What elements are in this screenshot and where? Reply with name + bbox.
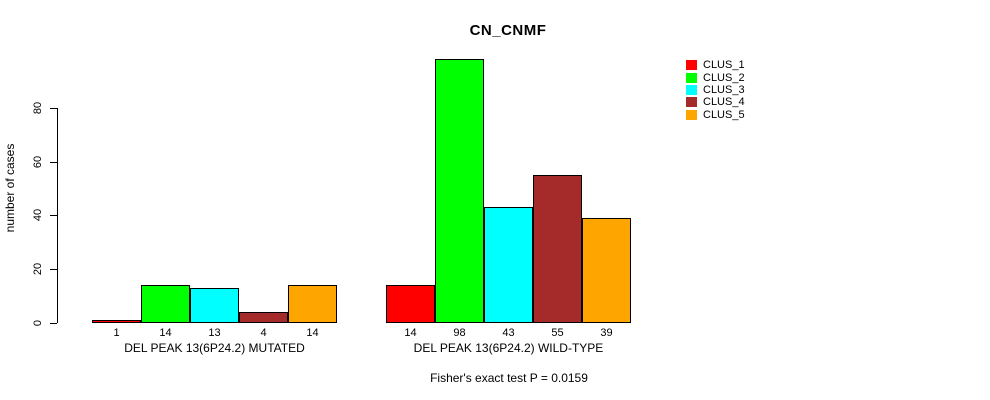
y-tick-label: 20 bbox=[32, 263, 44, 276]
bar-clus_3-group1 bbox=[190, 288, 239, 323]
y-tick-label: 40 bbox=[32, 209, 44, 222]
y-tick bbox=[50, 161, 57, 163]
fisher-test-caption: Fisher's exact test P = 0.0159 bbox=[430, 371, 588, 385]
legend-item-clus_4: CLUS_4 bbox=[686, 96, 745, 108]
y-tick bbox=[50, 269, 57, 271]
bar-clus_1-group2 bbox=[386, 285, 435, 323]
legend-label: CLUS_4 bbox=[703, 96, 745, 109]
legend-label: CLUS_5 bbox=[703, 108, 745, 121]
legend-item-clus_1: CLUS_1 bbox=[686, 59, 745, 71]
y-axis-label: number of cases bbox=[3, 143, 17, 233]
legend: CLUS_1 CLUS_2 CLUS_3 CLUS_4 CLUS_5 bbox=[686, 59, 745, 121]
bar-value-label: 43 bbox=[502, 327, 515, 339]
legend-swatch-icon bbox=[686, 97, 697, 108]
legend-item-clus_2: CLUS_2 bbox=[686, 71, 745, 84]
bar-value-label: 1 bbox=[113, 327, 120, 339]
bar-clus_4-group1 bbox=[239, 312, 288, 323]
legend-swatch-icon bbox=[686, 72, 697, 83]
group-label: DEL PEAK 13(6P24.2) WILD-TYPE bbox=[413, 341, 604, 355]
bar-clus_2-group2 bbox=[435, 59, 484, 323]
legend-label: CLUS_3 bbox=[703, 83, 745, 96]
legend-label: CLUS_2 bbox=[703, 71, 745, 84]
y-tick-label: 0 bbox=[32, 319, 44, 327]
y-tick bbox=[50, 107, 57, 109]
bar-value-label: 4 bbox=[260, 327, 267, 339]
legend-swatch-icon bbox=[686, 109, 697, 120]
chart-title: CN_CNMF bbox=[469, 22, 547, 39]
bar-value-label: 14 bbox=[404, 327, 417, 339]
bar-clus_4-group2 bbox=[533, 175, 582, 323]
legend-item-clus_5: CLUS_5 bbox=[686, 109, 745, 121]
bar-clus_2-group1 bbox=[141, 285, 190, 323]
bar-value-label: 14 bbox=[306, 327, 319, 339]
y-tick bbox=[50, 323, 57, 324]
legend-item-clus_3: CLUS_3 bbox=[686, 84, 745, 96]
bar-value-label: 55 bbox=[551, 327, 564, 339]
y-tick-label: 60 bbox=[32, 155, 44, 168]
bar-value-label: 39 bbox=[600, 327, 613, 339]
legend-label: CLUS_1 bbox=[703, 59, 745, 72]
y-tick-label: 80 bbox=[32, 101, 44, 114]
bar-clus_5-group2 bbox=[582, 218, 631, 323]
legend-swatch-icon bbox=[686, 60, 697, 71]
bar-value-label: 14 bbox=[159, 327, 172, 339]
legend-swatch-icon bbox=[686, 84, 697, 95]
bar-clus_3-group2 bbox=[484, 207, 533, 323]
bar-clus_5-group1 bbox=[288, 285, 337, 323]
bar-value-label: 98 bbox=[453, 327, 466, 339]
bar-value-label: 13 bbox=[208, 327, 221, 339]
group-label: DEL PEAK 13(6P24.2) MUTATED bbox=[124, 341, 305, 355]
y-axis-line bbox=[57, 107, 58, 323]
y-tick bbox=[50, 215, 57, 217]
bar-clus_1-group1 bbox=[92, 320, 141, 323]
